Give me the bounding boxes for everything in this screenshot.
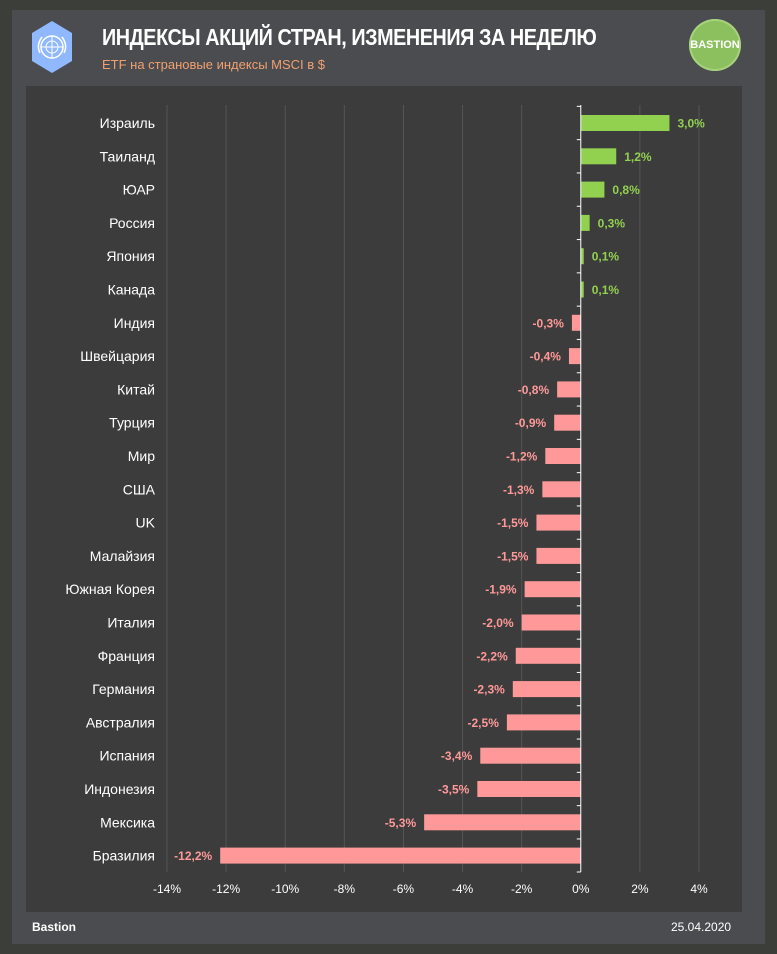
bar (554, 414, 581, 431)
category-label: Бразилия (93, 848, 155, 864)
bar (506, 714, 581, 731)
category-label: Мексика (100, 814, 155, 830)
x-tick-label: -12% (212, 882, 240, 896)
x-tick-label: -6% (393, 882, 415, 896)
data-label: -2,2% (476, 649, 508, 663)
data-label: -3,5% (438, 783, 470, 797)
bar (480, 747, 581, 764)
bar (477, 781, 581, 797)
chart-title: ИНДЕКСЫ АКЦИЙ СТРАН, ИЗМЕНЕНИЯ ЗА НЕДЕЛЮ (102, 24, 597, 50)
category-label: Таиланд (100, 148, 155, 164)
bar (580, 181, 605, 198)
bar (542, 481, 581, 498)
data-label: -1,9% (485, 583, 517, 597)
category-label: UK (136, 515, 156, 531)
bar (536, 514, 581, 531)
un-emblem-icon (32, 21, 72, 73)
data-label: -2,5% (468, 716, 500, 730)
bar (580, 248, 584, 265)
category-label: Индонезия (84, 781, 155, 797)
data-label: -1,5% (497, 516, 529, 530)
category-label: Израиль (100, 115, 155, 131)
data-label: 0,3% (598, 216, 626, 230)
data-label: -1,2% (506, 450, 538, 464)
bar (524, 581, 581, 598)
bar (580, 115, 670, 131)
data-label: -2,3% (473, 683, 505, 697)
x-tick-label: -8% (334, 882, 356, 896)
category-label: Турция (109, 415, 155, 431)
category-label: Италия (107, 615, 155, 631)
data-label: 1,2% (624, 150, 652, 164)
data-label: -1,3% (503, 483, 535, 497)
data-label: -2,0% (482, 616, 514, 630)
data-label: 3,0% (677, 117, 705, 131)
bar (557, 381, 581, 398)
bar (521, 614, 581, 631)
category-label: ЮАР (123, 182, 155, 198)
category-label: Испания (99, 748, 155, 764)
bar (580, 214, 590, 231)
category-label: Индия (114, 315, 155, 331)
bar (580, 148, 617, 165)
x-tick-label: 0% (572, 882, 590, 896)
bar (220, 847, 581, 864)
data-label: -0,9% (515, 416, 547, 430)
data-label: -0,3% (533, 316, 565, 330)
bar (536, 547, 581, 564)
category-label: Австралия (86, 714, 155, 730)
category-label: Китай (117, 381, 155, 397)
category-label: Южная Корея (65, 581, 155, 597)
category-label: Япония (106, 248, 155, 264)
x-tick-label: 2% (631, 882, 649, 896)
category-label: Мир (128, 448, 155, 464)
category-label: США (123, 481, 156, 497)
category-label: Франция (98, 648, 155, 664)
data-label: -0,4% (530, 350, 562, 364)
data-label: 0,1% (592, 250, 620, 264)
category-label: Малайзия (90, 548, 155, 564)
x-tick-label: -10% (271, 882, 299, 896)
x-tick-label: -2% (511, 882, 533, 896)
category-label: Канада (108, 282, 156, 298)
category-label: Германия (92, 681, 155, 697)
x-tick-label: 4% (690, 882, 708, 896)
bar (515, 647, 581, 664)
data-label: 0,1% (592, 283, 620, 297)
x-tick-label: -14% (153, 882, 181, 896)
plot-area (26, 86, 742, 912)
data-label: -5,3% (385, 816, 417, 830)
data-label: -12,2% (174, 849, 212, 863)
data-label: -0,8% (518, 383, 550, 397)
category-label: Россия (109, 215, 155, 231)
category-label: Швейцария (80, 348, 155, 364)
brand-badge: BASTION (689, 19, 741, 71)
bar (571, 314, 581, 331)
x-tick-label: -4% (452, 882, 474, 896)
chart-subtitle: ETF на страновые индексы MSCI в $ (102, 57, 326, 72)
footer-date: 25.04.2020 (671, 920, 732, 934)
bar (512, 681, 581, 698)
bar (580, 281, 584, 298)
footer-source: Bastion (32, 920, 77, 934)
data-label: -3,4% (441, 749, 473, 763)
bar (424, 814, 581, 831)
data-label: -1,5% (497, 549, 529, 563)
bar (545, 448, 581, 464)
bar (568, 348, 581, 365)
data-label: 0,8% (612, 183, 640, 197)
